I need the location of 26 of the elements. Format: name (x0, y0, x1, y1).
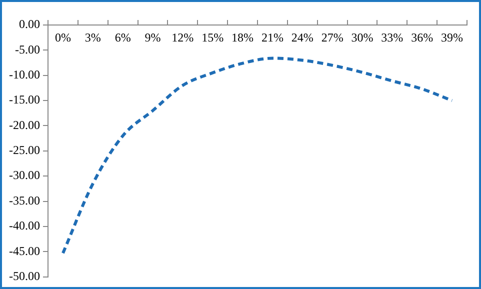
y-tick-label: -35.00 (8, 193, 40, 208)
x-tick-label: 21% (261, 30, 284, 44)
y-tick-label: -15.00 (8, 92, 40, 107)
x-tick-label: 15% (202, 30, 224, 44)
y-tick-label: -5.00 (14, 42, 40, 56)
x-tick-label: 0% (54, 30, 71, 44)
x-tick-label: 27% (321, 30, 344, 44)
line-series (61, 56, 454, 255)
x-tick-label: 30% (351, 30, 374, 44)
x-tick-label: 9% (144, 30, 161, 44)
x-tick-label: 6% (114, 30, 131, 44)
x-tick-label: 12% (172, 30, 194, 44)
x-tick-label: 18% (232, 30, 254, 44)
y-tick-label: -45.00 (8, 244, 40, 258)
x-tick-label: 3% (84, 30, 101, 44)
y-tick-label: -25.00 (8, 143, 40, 158)
y-tick-label: -40.00 (8, 218, 40, 233)
x-tick-label: 39% (441, 30, 464, 44)
x-tick-label: 36% (411, 30, 434, 44)
y-tick-label: -50.00 (8, 268, 40, 283)
y-tick-label: 0.00 (18, 17, 40, 32)
x-tick-label: 33% (381, 30, 404, 44)
y-tick-label: -30.00 (8, 168, 40, 182)
y-tick-label: -20.00 (8, 118, 40, 132)
x-tick-label: 24% (291, 30, 314, 44)
y-tick-label: -10.00 (8, 68, 40, 82)
